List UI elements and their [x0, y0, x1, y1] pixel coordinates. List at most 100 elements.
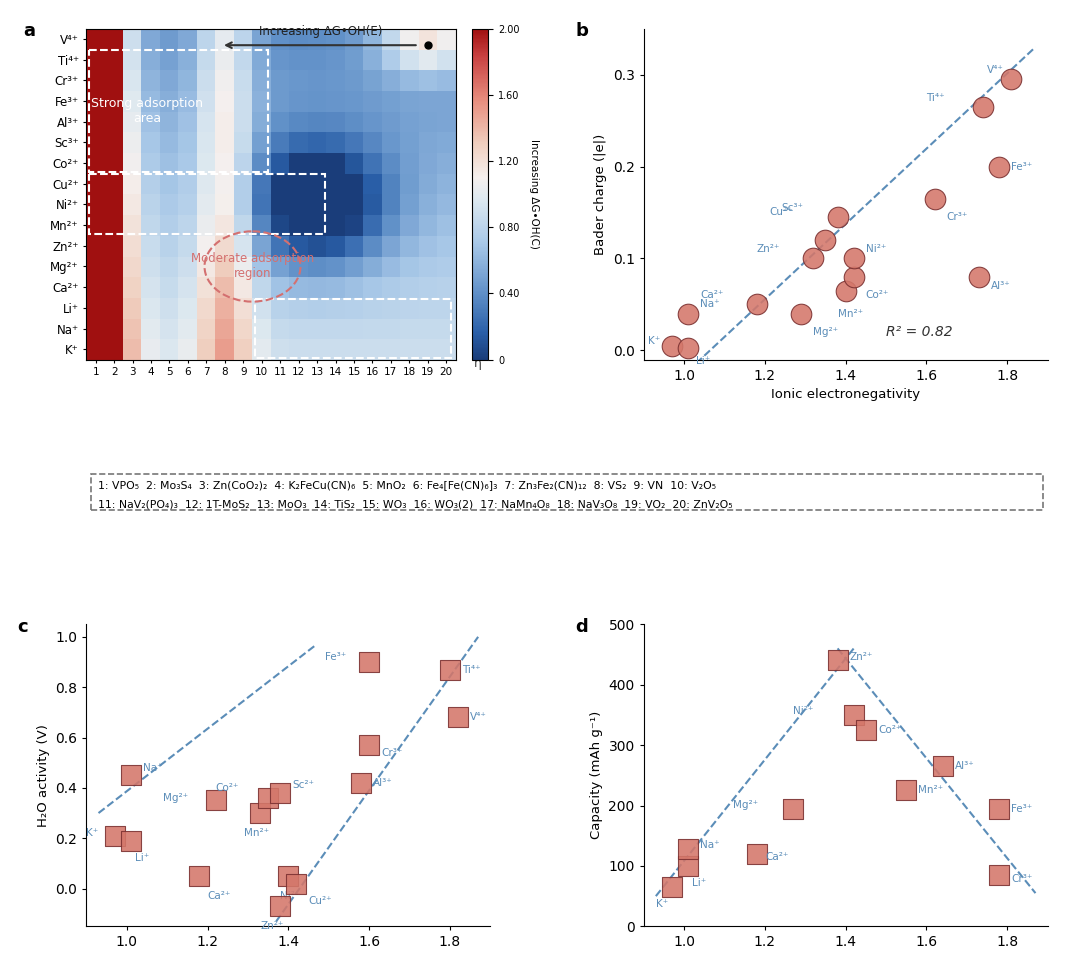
Point — [784, 801, 801, 817]
Y-axis label: Increasing ΔG•OH(C): Increasing ΔG•OH(C) — [529, 139, 539, 249]
Text: Al³⁺: Al³⁺ — [374, 777, 393, 788]
Point — [990, 801, 1008, 817]
Text: Cu²⁺: Cu²⁺ — [309, 896, 333, 906]
Point — [122, 833, 139, 848]
Text: Zn²⁺: Zn²⁺ — [757, 244, 780, 254]
Text: Ti⁴⁺: Ti⁴⁺ — [462, 665, 481, 674]
Point — [793, 306, 810, 321]
Point — [191, 868, 208, 883]
Text: d: d — [575, 618, 588, 636]
Point — [207, 793, 225, 808]
Text: Mn²⁺: Mn²⁺ — [838, 308, 863, 319]
Point — [990, 867, 1008, 882]
Text: Ca²⁺: Ca²⁺ — [765, 853, 788, 862]
Text: Co²⁺: Co²⁺ — [866, 290, 889, 300]
Text: Fe³⁺: Fe³⁺ — [325, 652, 346, 662]
Text: V⁴⁺: V⁴⁺ — [470, 712, 487, 722]
Text: K⁺: K⁺ — [648, 336, 660, 346]
Point — [858, 722, 875, 737]
Text: Ca²⁺: Ca²⁺ — [207, 891, 231, 902]
Point — [934, 758, 951, 774]
Text: K⁺: K⁺ — [656, 899, 669, 909]
Point — [846, 708, 863, 723]
Point — [280, 868, 297, 883]
Text: Li⁺: Li⁺ — [697, 356, 711, 367]
Text: Ni²⁺: Ni²⁺ — [793, 707, 813, 716]
Text: Fe³⁺: Fe³⁺ — [1011, 803, 1032, 814]
Text: Cr³⁺: Cr³⁺ — [381, 748, 403, 757]
Point — [970, 269, 987, 285]
Point — [122, 768, 139, 783]
Text: Cr³⁺: Cr³⁺ — [1011, 874, 1032, 883]
Point — [829, 653, 847, 668]
Point — [829, 209, 847, 224]
Point — [748, 297, 766, 312]
Text: Mg²⁺: Mg²⁺ — [813, 327, 838, 337]
Text: Co²⁺: Co²⁺ — [878, 725, 902, 735]
Point — [679, 859, 697, 874]
Text: Zn²⁺: Zn²⁺ — [260, 922, 283, 931]
Text: Ni²⁺: Ni²⁺ — [280, 891, 300, 902]
Point — [663, 880, 680, 895]
Point — [271, 899, 288, 914]
Text: 1: VPO₅  2: Mo₃S₄  3: Zn(CoO₂)₂  4: K₂FeCu(CN)₆  5: MnO₂  6: Fe₄[Fe(CN)₆]₃  7: Z: 1: VPO₅ 2: Mo₃S₄ 3: Zn(CoO₂)₂ 4: K₂FeCu(… — [98, 479, 716, 490]
Text: Na⁺: Na⁺ — [143, 763, 163, 773]
Text: Co²⁺: Co²⁺ — [216, 783, 239, 793]
Text: Zn²⁺: Zn²⁺ — [850, 652, 873, 662]
Point — [663, 338, 680, 353]
Point — [106, 828, 123, 843]
Text: Sc³⁺: Sc³⁺ — [781, 202, 804, 213]
Point — [926, 191, 943, 206]
Text: Ca²⁺: Ca²⁺ — [700, 290, 724, 300]
Point — [846, 269, 863, 285]
Point — [990, 159, 1008, 174]
Text: Li⁺: Li⁺ — [135, 854, 149, 863]
Text: Fe³⁺: Fe³⁺ — [1011, 161, 1032, 172]
Point — [361, 737, 378, 753]
Text: Ti⁴⁺: Ti⁴⁺ — [927, 93, 945, 102]
Y-axis label: Capacity (mAh g⁻¹): Capacity (mAh g⁻¹) — [590, 711, 603, 839]
Text: Strong adsorption
area: Strong adsorption area — [92, 97, 203, 125]
Text: Al³⁺: Al³⁺ — [991, 281, 1011, 291]
Text: Li⁺: Li⁺ — [692, 878, 706, 888]
Point — [449, 710, 467, 725]
Text: Mg²⁺: Mg²⁺ — [732, 800, 758, 810]
Point — [252, 805, 269, 820]
Text: Mn²⁺: Mn²⁺ — [918, 785, 944, 796]
Point — [271, 785, 288, 800]
Text: V⁴⁺: V⁴⁺ — [987, 65, 1004, 75]
X-axis label: Ionic electronegativity: Ionic electronegativity — [771, 388, 920, 401]
Text: Mn²⁺: Mn²⁺ — [244, 828, 269, 838]
Point — [897, 783, 915, 798]
Point — [442, 662, 459, 677]
Point — [679, 306, 697, 321]
Point — [679, 841, 697, 857]
Text: b: b — [575, 22, 588, 40]
Point — [846, 251, 863, 266]
Point — [361, 654, 378, 669]
Text: Cr³⁺: Cr³⁺ — [947, 212, 968, 223]
Text: Na⁺: Na⁺ — [700, 840, 720, 850]
Point — [837, 283, 854, 298]
Text: Ni²⁺: Ni²⁺ — [866, 244, 887, 254]
Y-axis label: Bader charge (|e|): Bader charge (|e|) — [594, 134, 607, 255]
Text: c: c — [17, 618, 28, 636]
Point — [1002, 72, 1020, 87]
Point — [974, 99, 991, 115]
Text: Sc²⁺: Sc²⁺ — [293, 780, 314, 791]
Text: Moderate adsorption
region: Moderate adsorption region — [191, 252, 314, 281]
Point — [287, 876, 305, 891]
Text: a: a — [24, 22, 36, 40]
Point — [805, 251, 822, 266]
Point — [679, 340, 697, 355]
Text: R² = 0.82: R² = 0.82 — [886, 326, 953, 339]
Point — [816, 232, 834, 247]
Text: Mg²⁺: Mg²⁺ — [163, 793, 188, 803]
Point — [259, 791, 276, 806]
Text: Al³⁺: Al³⁺ — [955, 761, 974, 772]
Point — [748, 846, 766, 861]
Text: Increasing ΔG•OH(E): Increasing ΔG•OH(E) — [259, 25, 382, 38]
Text: Cu²⁺: Cu²⁺ — [769, 207, 793, 218]
Point — [352, 775, 369, 791]
Y-axis label: H₂O activity (V): H₂O activity (V) — [37, 724, 50, 827]
